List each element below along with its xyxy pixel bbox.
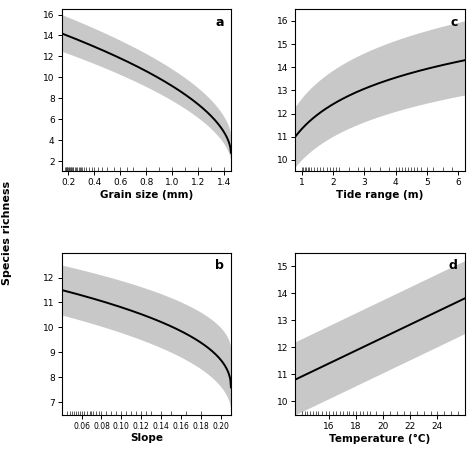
X-axis label: Grain size (mm): Grain size (mm) [100,190,193,200]
Text: c: c [450,16,458,29]
Text: Species richness: Species richness [2,181,12,285]
X-axis label: Temperature (°C): Temperature (°C) [329,433,430,444]
Text: a: a [216,16,224,29]
X-axis label: Tide range (m): Tide range (m) [336,190,424,200]
Text: d: d [449,259,458,272]
X-axis label: Slope: Slope [130,433,163,444]
Text: b: b [215,259,224,272]
